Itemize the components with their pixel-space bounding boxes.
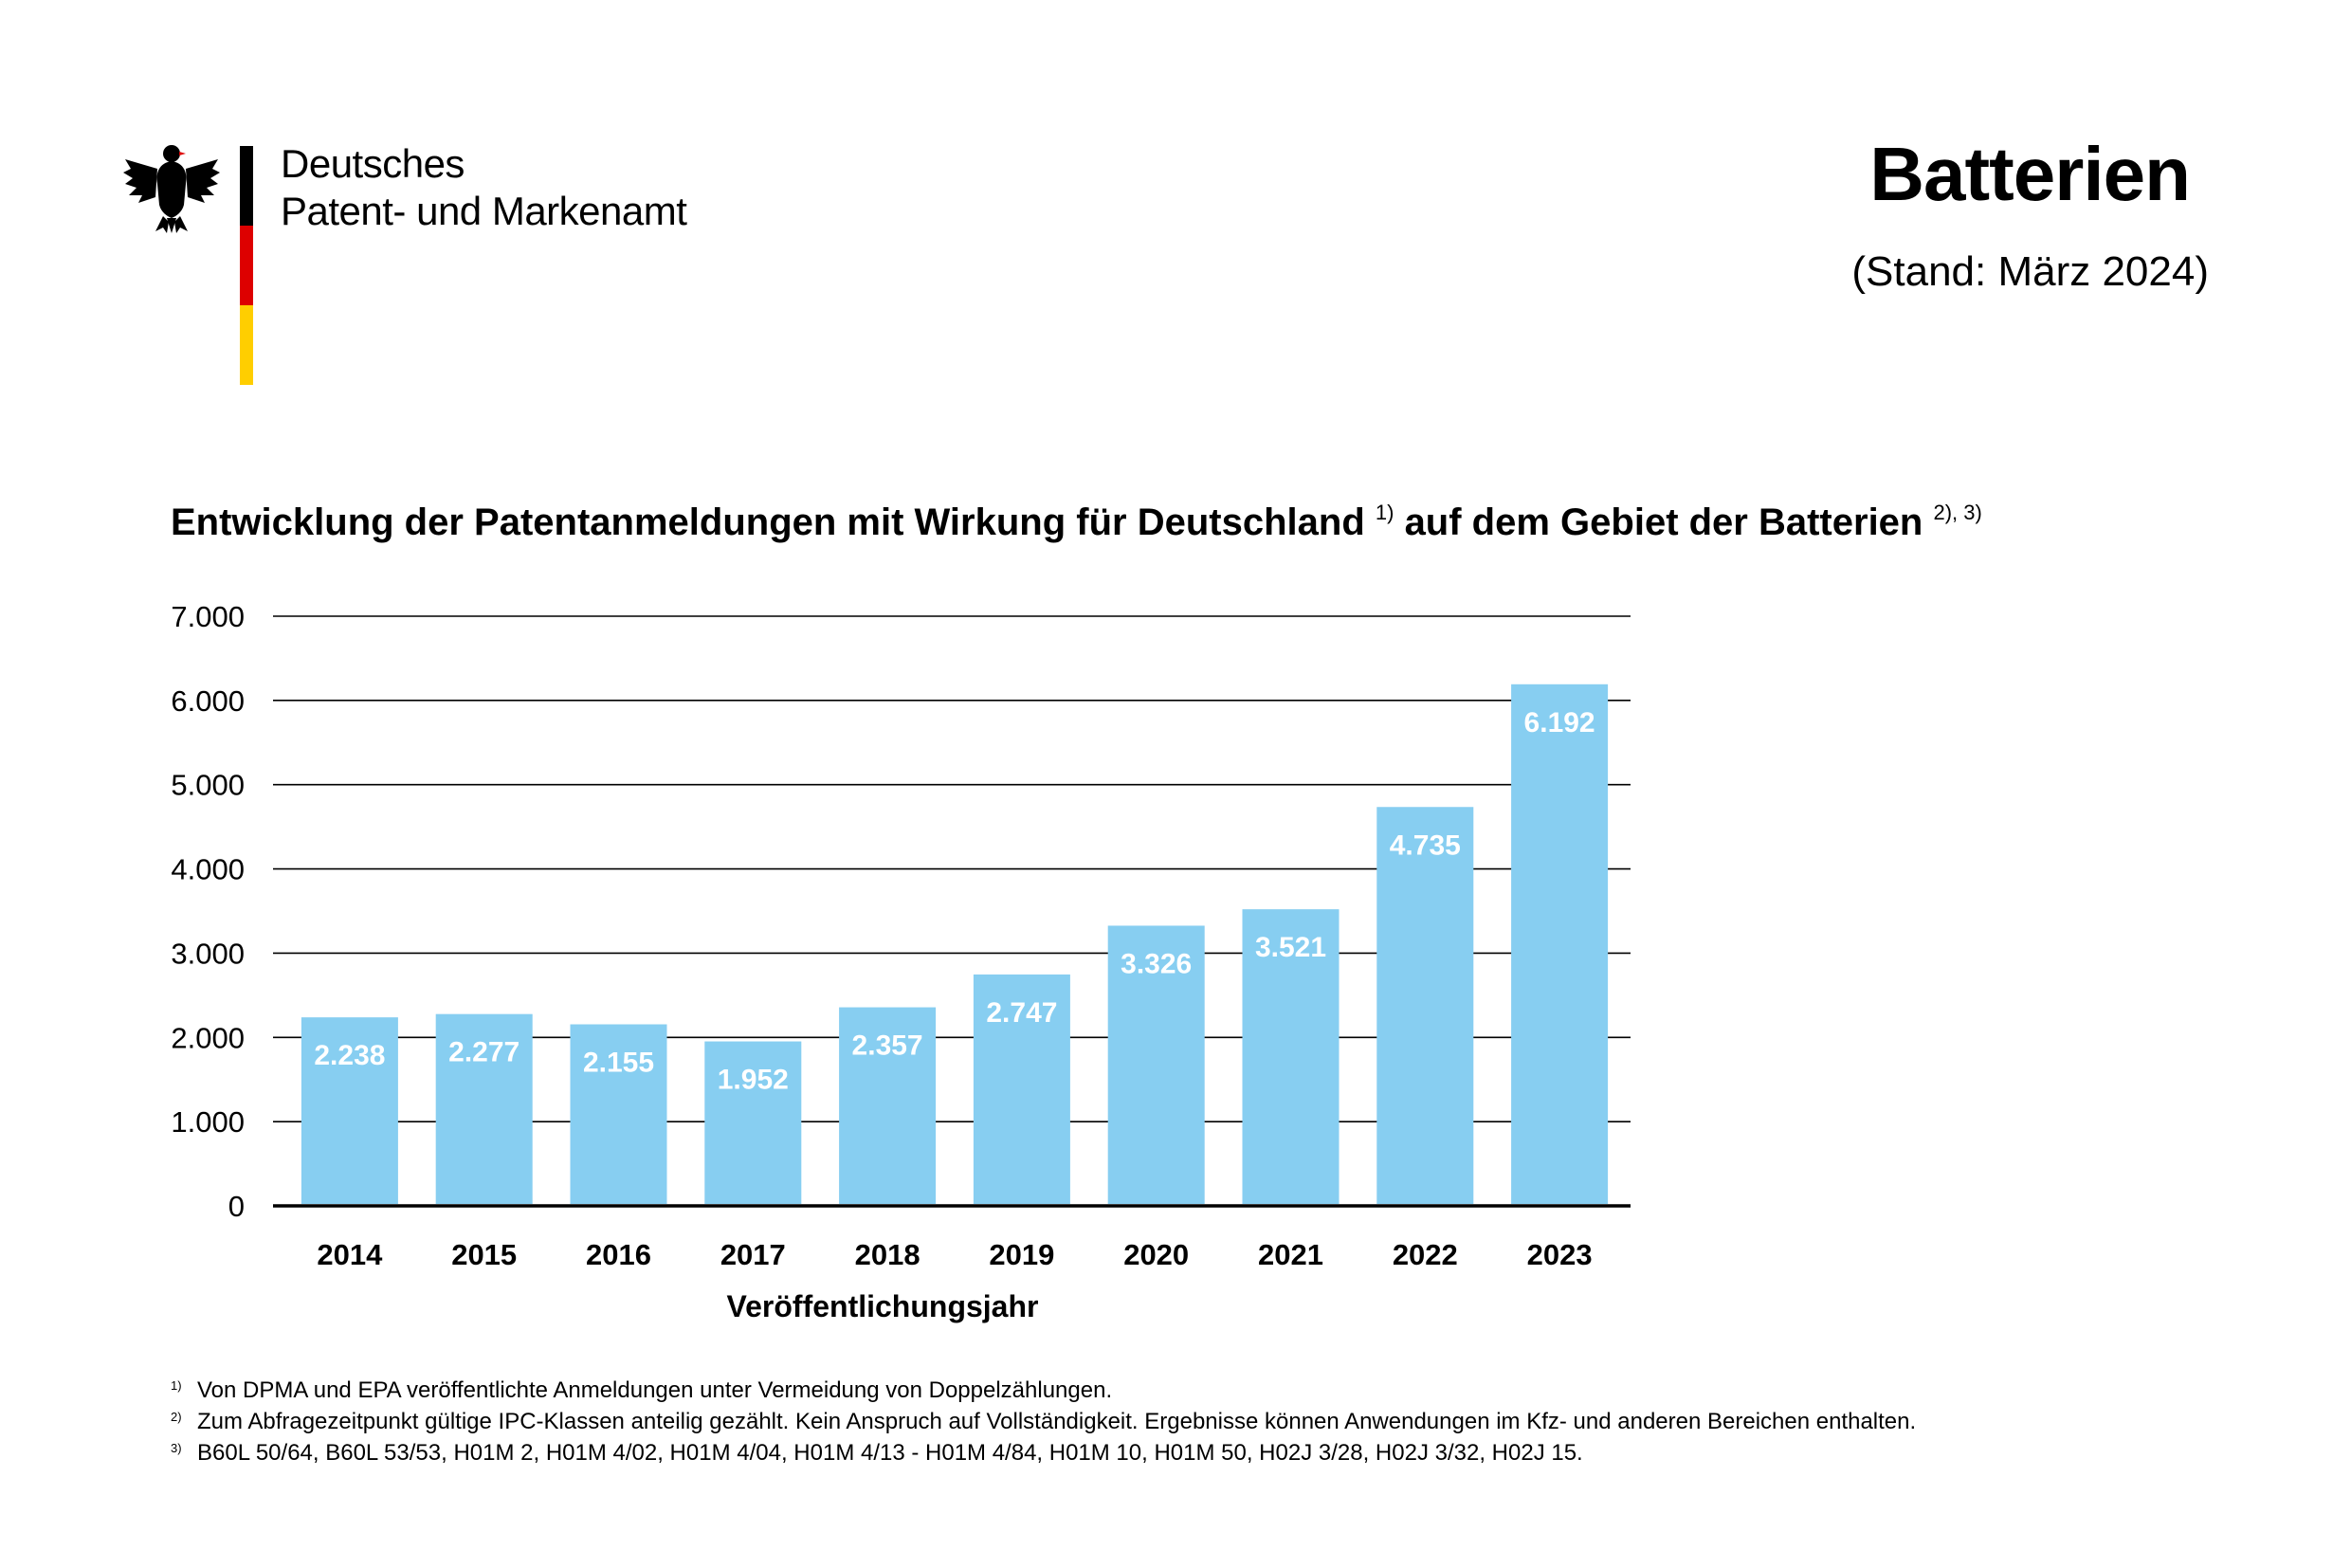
bar-2023 [1511, 684, 1608, 1204]
footnote: 2) Zum Abfragezeitpunkt gültige IPC-Klas… [171, 1406, 1916, 1437]
y-tick-label: 6.000 [171, 684, 245, 718]
footnotes: 1) Von DPMA und EPA veröffentlichte Anme… [171, 1375, 1916, 1468]
x-tick-label: 2016 [586, 1238, 651, 1271]
x-tick-label: 2019 [989, 1238, 1054, 1271]
bar-value-label: 2.277 [448, 1037, 519, 1068]
y-axis-ticks: 0 1.000 2.000 3.000 4.000 5.000 6.000 7.000 [171, 600, 245, 1223]
x-tick-label: 2020 [1123, 1238, 1189, 1271]
footnote: 1) Von DPMA und EPA veröffentlichte Anme… [171, 1375, 1916, 1406]
x-tick-label: 2022 [1393, 1238, 1458, 1271]
x-tick-label: 2015 [451, 1238, 517, 1271]
bar-value-label: 1.952 [718, 1065, 789, 1096]
x-tick-label: 2017 [720, 1238, 786, 1271]
y-tick-label: 5.000 [171, 769, 245, 802]
x-axis-title: Veröffentlichungsjahr [0, 1289, 1765, 1324]
bars [301, 684, 1608, 1204]
x-tick-label: 2018 [855, 1238, 920, 1271]
footnote-mark: 1) [171, 1375, 197, 1406]
bar-value-label: 2.238 [314, 1040, 385, 1071]
bar-value-label: 6.192 [1524, 707, 1595, 738]
bar-value-label: 3.521 [1255, 932, 1326, 963]
y-tick-label: 0 [228, 1190, 245, 1223]
bar-value-label: 3.326 [1121, 948, 1192, 979]
footnote-text: Zum Abfragezeitpunkt gültige IPC-Klassen… [197, 1406, 1916, 1437]
y-tick-label: 4.000 [171, 853, 245, 886]
y-tick-label: 3.000 [171, 937, 245, 970]
footnote-mark: 3) [171, 1437, 197, 1468]
x-tick-label: 2023 [1527, 1238, 1593, 1271]
y-tick-label: 2.000 [171, 1021, 245, 1054]
bar-value-label: 2.357 [852, 1030, 923, 1062]
footnote: 3) B60L 50/64, B60L 53/53, H01M 2, H01M … [171, 1437, 1916, 1468]
x-tick-label: 2021 [1258, 1238, 1323, 1271]
bar-value-label: 4.735 [1390, 830, 1461, 861]
footnote-mark: 2) [171, 1406, 197, 1437]
bar-value-label: 2.747 [986, 997, 1057, 1029]
bar-2022 [1376, 807, 1473, 1204]
footnote-text: B60L 50/64, B60L 53/53, H01M 2, H01M 4/0… [197, 1437, 1583, 1468]
x-axis-ticks: 2014 2015 2016 2017 2018 2019 2020 2021 2022 2023 [317, 1238, 1592, 1271]
y-tick-label: 7.000 [171, 600, 245, 633]
x-tick-label: 2014 [317, 1238, 383, 1271]
bar-value-label: 2.155 [583, 1048, 654, 1079]
footnote-text: Von DPMA und EPA veröffentlichte Anmeldu… [197, 1375, 1112, 1406]
y-tick-label: 1.000 [171, 1105, 245, 1139]
